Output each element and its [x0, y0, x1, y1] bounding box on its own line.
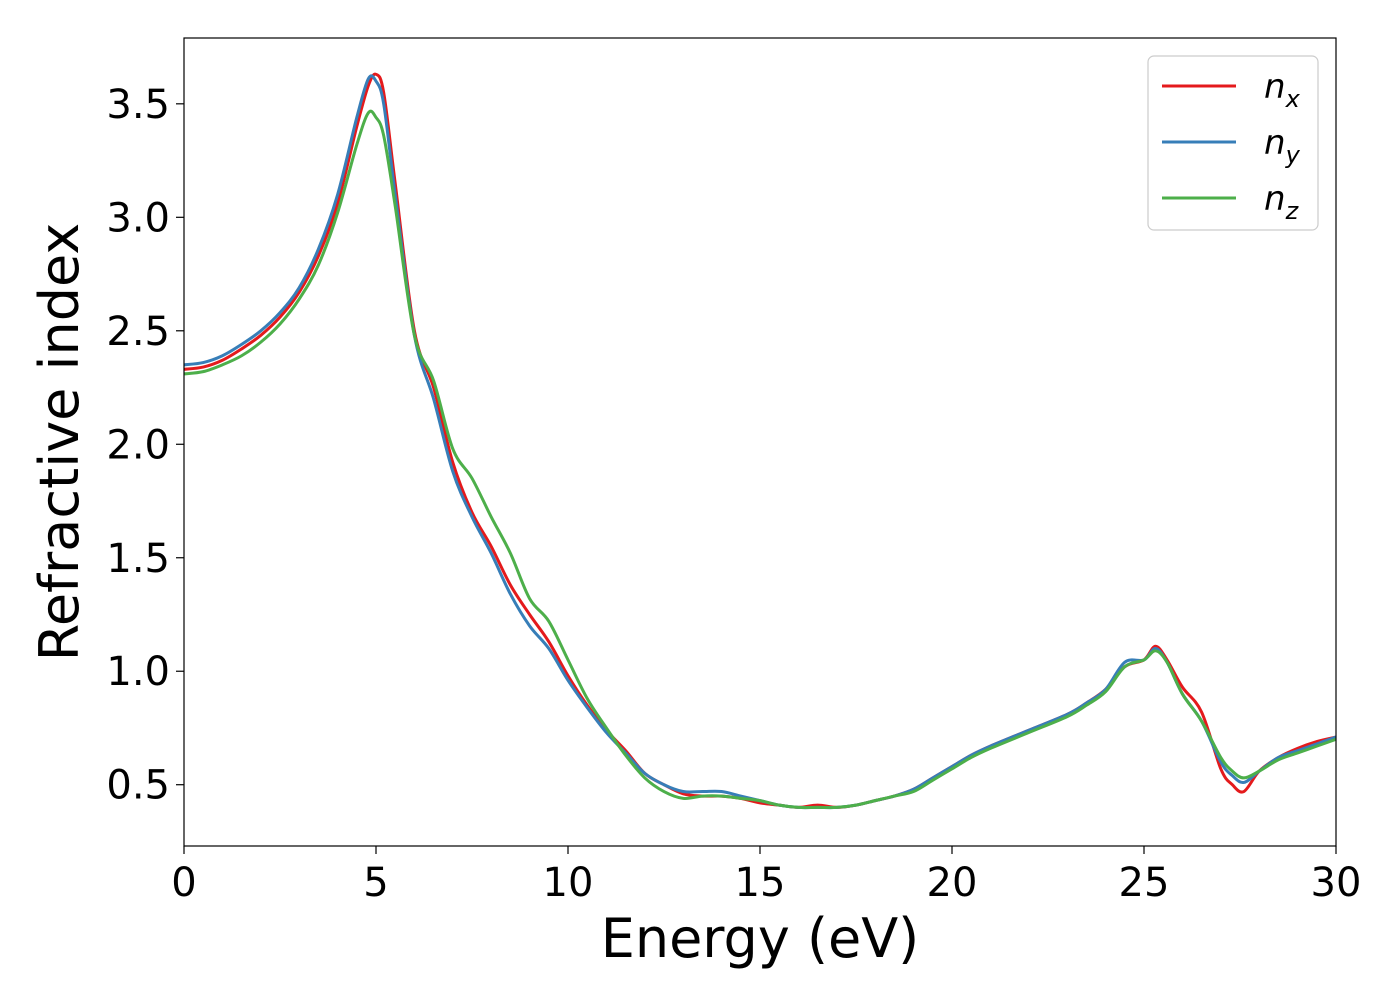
- y-axis-ticks: 0.5 1.0 1.5 2.0 2.5 3.0 3.5: [106, 82, 184, 809]
- y-tick-label: 0.5: [106, 763, 170, 809]
- x-axis-ticks: 0 5 10 15 20 25 30: [171, 846, 1361, 906]
- x-tick-label: 25: [1119, 860, 1170, 906]
- x-tick-label: 30: [1311, 860, 1362, 906]
- x-tick-label: 5: [363, 860, 388, 906]
- y-tick-label: 3.0: [106, 195, 170, 241]
- y-tick-label: 2.0: [106, 422, 170, 468]
- plot-area: [183, 37, 1337, 847]
- x-tick-label: 15: [735, 860, 786, 906]
- y-tick-label: 3.5: [106, 82, 170, 128]
- y-tick-label: 2.5: [106, 309, 170, 355]
- legend-label-y: ny: [1264, 123, 1301, 169]
- x-axis-label: Energy (eV): [601, 907, 920, 970]
- x-tick-label: 20: [927, 860, 978, 906]
- y-tick-label: 1.0: [106, 649, 170, 695]
- series-line-z: [184, 109, 1336, 810]
- legend: nx ny nz: [1147, 55, 1319, 231]
- y-tick-label: 1.5: [106, 536, 170, 582]
- x-tick-label: 10: [543, 860, 594, 906]
- y-axis-label: Refractive index: [28, 223, 91, 662]
- legend-label-z: nz: [1264, 179, 1300, 225]
- legend-label-x: nx: [1264, 67, 1301, 113]
- x-tick-label: 0: [171, 860, 196, 906]
